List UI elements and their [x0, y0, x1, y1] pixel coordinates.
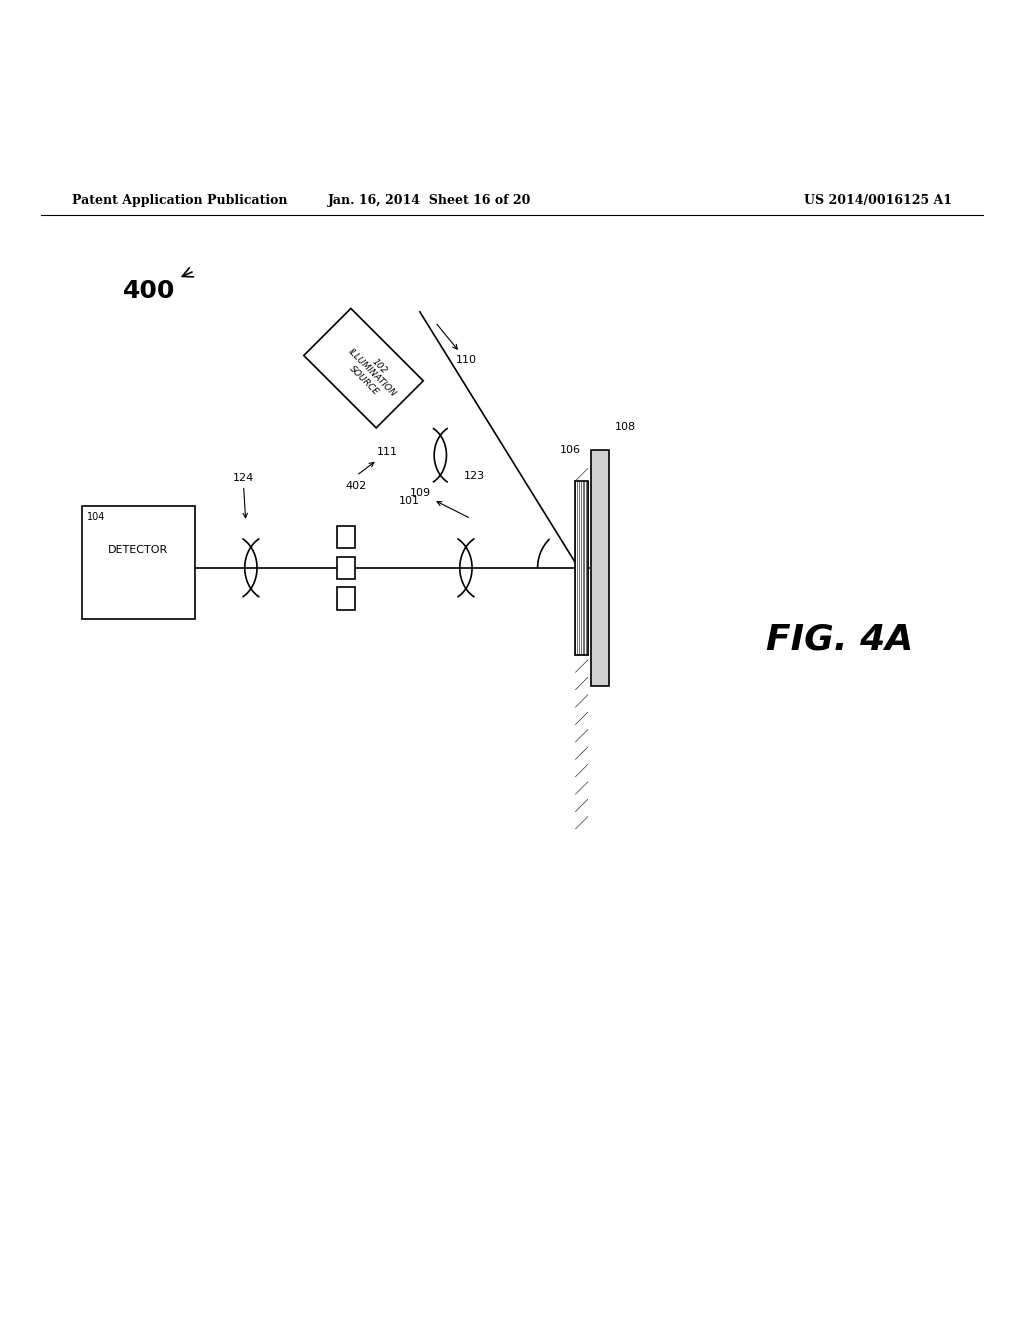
- Text: Jan. 16, 2014  Sheet 16 of 20: Jan. 16, 2014 Sheet 16 of 20: [329, 194, 531, 207]
- Text: 110: 110: [437, 325, 477, 366]
- Text: 109: 109: [410, 488, 469, 517]
- Text: 108: 108: [614, 421, 636, 432]
- Text: 106: 106: [560, 445, 581, 455]
- Text: 402: 402: [346, 480, 367, 491]
- Text: 101: 101: [399, 496, 420, 506]
- Text: 102
ILLUMINATION
SOURCE: 102 ILLUMINATION SOURCE: [339, 341, 404, 407]
- Bar: [591, 450, 609, 685]
- FancyBboxPatch shape: [82, 507, 195, 619]
- Text: FIG. 4A: FIG. 4A: [766, 623, 913, 656]
- Bar: [337, 525, 355, 548]
- Polygon shape: [304, 309, 423, 428]
- Text: DETECTOR: DETECTOR: [109, 545, 168, 556]
- Text: 111: 111: [358, 447, 398, 474]
- Text: 123: 123: [464, 471, 484, 480]
- Text: 400: 400: [123, 268, 194, 304]
- Text: 104: 104: [87, 512, 105, 521]
- Bar: [337, 557, 355, 579]
- Text: US 2014/0016125 A1: US 2014/0016125 A1: [804, 194, 952, 207]
- Text: 124: 124: [232, 473, 254, 517]
- Bar: [575, 480, 588, 655]
- Bar: [337, 587, 355, 610]
- Text: Patent Application Publication: Patent Application Publication: [72, 194, 287, 207]
